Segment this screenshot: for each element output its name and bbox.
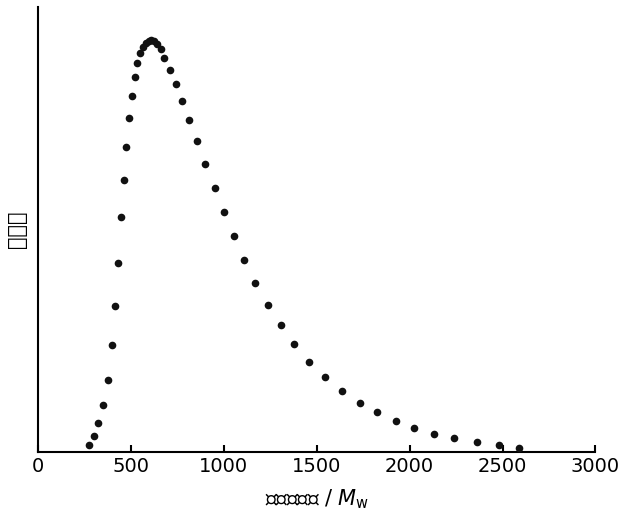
Point (219, 207, 229, 215)
Point (290, 340, 300, 349)
Point (263, 300, 273, 309)
X-axis label: 分子量分布 / $\it{M}_\mathregular{w}$: 分子量分布 / $\it{M}_\mathregular{w}$ (265, 487, 369, 511)
Point (119, 176, 129, 184)
Point (127, 92, 137, 100)
Point (184, 116, 194, 124)
Point (144, 37, 154, 45)
Point (171, 80, 181, 88)
Point (89, 432, 99, 440)
Point (141, 39, 151, 47)
Point (494, 441, 504, 449)
Point (409, 424, 419, 432)
Point (98, 401, 108, 409)
Point (200, 160, 210, 168)
Y-axis label: 峰强度: 峰强度 (7, 211, 27, 249)
Point (159, 53, 169, 62)
Point (146, 36, 156, 44)
Point (250, 279, 260, 287)
Point (354, 398, 364, 407)
Point (132, 59, 142, 67)
Point (372, 408, 382, 416)
Point (320, 373, 330, 381)
Point (84, 441, 94, 449)
Point (192, 136, 202, 145)
Point (155, 45, 166, 53)
Point (107, 341, 117, 349)
Point (304, 357, 314, 366)
Point (514, 443, 524, 452)
Point (229, 232, 239, 240)
Point (209, 183, 219, 192)
Point (472, 438, 482, 446)
Point (116, 213, 126, 222)
Point (450, 434, 460, 442)
Point (177, 97, 187, 105)
Point (337, 386, 347, 395)
Point (130, 73, 140, 81)
Point (93, 419, 103, 427)
Point (124, 114, 134, 122)
Point (391, 416, 401, 425)
Point (275, 321, 285, 329)
Point (113, 258, 123, 267)
Point (135, 49, 145, 57)
Point (121, 143, 131, 151)
Point (152, 40, 162, 48)
Point (110, 302, 120, 310)
Point (429, 429, 439, 438)
Point (240, 256, 250, 264)
Point (149, 37, 159, 45)
Point (138, 43, 148, 51)
Point (165, 65, 175, 74)
Point (103, 376, 113, 384)
